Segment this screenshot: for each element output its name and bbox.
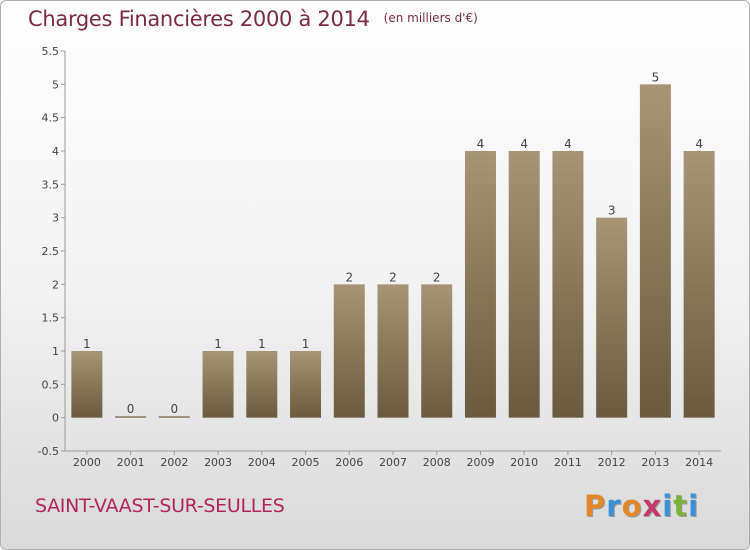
data-label: 1 [258, 337, 266, 351]
data-label: 2 [345, 270, 353, 284]
y-tick-label: 1.5 [42, 312, 60, 325]
bar [683, 151, 715, 418]
bar [464, 151, 496, 418]
data-label: 4 [564, 137, 572, 151]
bar [158, 416, 190, 418]
x-tick-label: 2004 [248, 456, 276, 469]
proxiti-logo: Proxiti [584, 489, 699, 523]
chart-title-main: Charges Financières 2000 à 2014 [28, 7, 370, 31]
x-tick-label: 2010 [510, 456, 538, 469]
data-label: 4 [477, 137, 485, 151]
bar [377, 284, 409, 418]
y-tick-label: 3.5 [42, 178, 60, 191]
bar [552, 151, 584, 418]
y-tick-label: 0.5 [42, 378, 60, 391]
data-label: 4 [520, 137, 528, 151]
x-tick-label: 2014 [685, 456, 713, 469]
x-tick-label: 2007 [379, 456, 407, 469]
data-label: 2 [433, 270, 441, 284]
x-tick-label: 2011 [554, 456, 582, 469]
y-tick-label: 3 [52, 212, 59, 225]
x-tick-label: 2000 [73, 456, 101, 469]
logo-letter: i [688, 489, 700, 523]
commune-name: SAINT-VAAST-SUR-SEULLES [35, 495, 285, 517]
logo-letter: o [621, 489, 643, 523]
chart-title-unit: (en milliers d'€) [383, 11, 478, 25]
bar [246, 351, 278, 418]
bar [290, 351, 322, 418]
logo-letter: P [584, 489, 607, 523]
bar [71, 351, 103, 418]
logo-letter: r [606, 489, 622, 523]
y-tick-label: 5.5 [42, 45, 60, 58]
data-label: 5 [652, 70, 660, 84]
y-tick-label: -0.5 [38, 445, 59, 458]
y-tick-label: 0 [52, 412, 59, 425]
y-tick-label: 2 [52, 278, 59, 291]
logo-letter: x [642, 489, 663, 523]
data-label: 1 [83, 337, 91, 351]
y-tick-label: 4.5 [42, 112, 60, 125]
x-tick-label: 2002 [160, 456, 188, 469]
bar [202, 351, 234, 418]
y-tick-label: 4 [52, 145, 59, 158]
bar [421, 284, 453, 418]
data-label: 4 [695, 137, 703, 151]
bar [508, 151, 540, 418]
x-tick-label: 2008 [423, 456, 451, 469]
x-tick-label: 2003 [204, 456, 232, 469]
logo-letter: i [662, 489, 674, 523]
x-tick-label: 2006 [335, 456, 363, 469]
data-label: 3 [608, 204, 616, 218]
bar [115, 416, 147, 418]
bar [596, 217, 628, 418]
data-label: 1 [302, 337, 310, 351]
x-tick-label: 2001 [117, 456, 145, 469]
chart-title: Charges Financières 2000 à 2014 (en milli… [28, 7, 478, 31]
data-label: 0 [171, 402, 179, 416]
x-tick-label: 2009 [466, 456, 494, 469]
x-tick-label: 2005 [292, 456, 320, 469]
y-tick-label: 1 [52, 345, 59, 358]
logo-letter: t [673, 489, 689, 523]
data-label: 2 [389, 270, 397, 284]
bar [333, 284, 365, 418]
data-label: 1 [214, 337, 222, 351]
x-tick-label: 2013 [641, 456, 669, 469]
bar [639, 84, 671, 418]
y-tick-label: 2.5 [42, 245, 60, 258]
data-label: 0 [127, 402, 135, 416]
x-tick-label: 2012 [598, 456, 626, 469]
y-tick-label: 5 [52, 78, 59, 91]
